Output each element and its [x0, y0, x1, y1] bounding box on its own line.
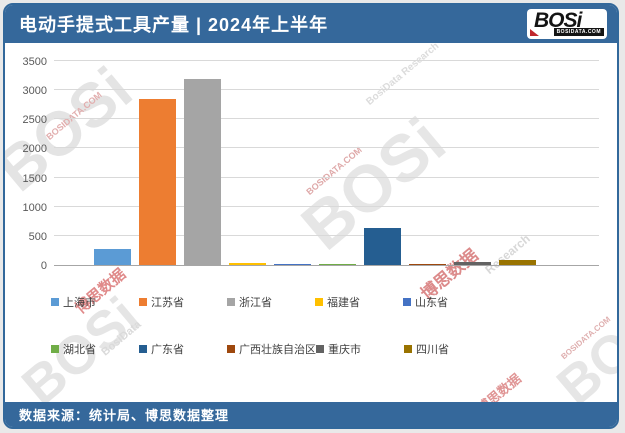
- bar-江苏省: [139, 98, 176, 265]
- y-tick-label: 1000: [22, 201, 47, 214]
- legend-item-湖北省: 湖北省: [51, 341, 139, 357]
- bar-广东省: [364, 227, 401, 265]
- y-tick-label: 0: [40, 260, 47, 272]
- data-source-text: 数据来源：统计局、博思数据整理: [19, 408, 230, 423]
- bosi-logo-domain: BOSIDATA.COM: [553, 28, 604, 36]
- page-title: 电动手提式工具产量 | 2024年上半年: [19, 15, 329, 35]
- gridline: [54, 89, 599, 91]
- y-tick-label: 3000: [22, 85, 47, 98]
- chart-region: 0 500 1000 1500 2000 2500 3000 3500 上海市 江苏省 浙江省 福建…: [5, 43, 617, 402]
- legend-swatch-icon: [139, 298, 147, 306]
- legend-label: 四川省: [416, 344, 449, 356]
- bar-重庆市: [454, 262, 491, 265]
- bar-湖北省: [319, 263, 356, 265]
- gridline: [54, 118, 599, 120]
- legend-swatch-icon: [316, 345, 324, 353]
- legend-swatch-icon: [51, 345, 59, 353]
- bar-广西壮族自治区: [409, 263, 446, 265]
- footer-bar: 数据来源：统计局、博思数据整理: [5, 402, 617, 427]
- legend-swatch-icon: [227, 298, 235, 306]
- gridline: [54, 176, 599, 178]
- legend-swatch-icon: [51, 298, 59, 306]
- legend-label: 江苏省: [151, 297, 184, 309]
- legend: 上海市 江苏省 浙江省 福建省 山东省湖北省 广东省 广西壮族自治区 重庆市 四川省: [51, 294, 607, 388]
- legend-label: 湖北省: [63, 344, 96, 356]
- y-tick-label: 2000: [22, 143, 47, 156]
- legend-item-福建省: 福建省: [315, 294, 403, 310]
- legend-swatch-icon: [315, 298, 323, 306]
- bar-山东省: [274, 263, 311, 265]
- legend-label: 上海市: [63, 297, 96, 309]
- legend-item-四川省: 四川省: [404, 341, 492, 357]
- legend-item-重庆市: 重庆市: [316, 341, 404, 357]
- legend-label: 广西壮族自治区: [239, 344, 316, 356]
- legend-swatch-icon: [227, 345, 235, 353]
- gridline: [54, 147, 599, 149]
- legend-swatch-icon: [404, 345, 412, 353]
- legend-item-广西壮族自治区: 广西壮族自治区: [227, 341, 316, 357]
- legend-label: 山东省: [415, 297, 448, 309]
- bosi-logo: BOSi BOSIDATA.COM: [527, 9, 607, 39]
- y-tick-label: 1500: [22, 172, 47, 185]
- bar-上海市: [94, 249, 131, 265]
- gridline: [54, 60, 599, 61]
- legend-item-江苏省: 江苏省: [139, 294, 227, 310]
- y-axis: 0 500 1000 1500 2000 2500 3000 3500: [5, 56, 49, 272]
- bosi-logo-triangle-icon: [530, 29, 539, 36]
- y-tick-label: 2500: [22, 114, 47, 127]
- legend-label: 浙江省: [239, 297, 272, 309]
- bar-福建省: [229, 262, 266, 265]
- gridline: [54, 205, 599, 207]
- bars-container: [54, 62, 599, 265]
- legend-swatch-icon: [403, 298, 411, 306]
- y-tick-label: 3500: [22, 56, 47, 68]
- legend-swatch-icon: [139, 345, 147, 353]
- legend-row: 湖北省 广东省 广西壮族自治区 重庆市 四川省: [51, 341, 607, 357]
- gridline: [54, 234, 599, 236]
- chart-card: BOSi BOSIDATA.COM BOSi BOSIDATA.COM BosiData…: [3, 3, 619, 429]
- legend-item-广东省: 广东省: [139, 341, 227, 357]
- bar-四川省: [499, 260, 536, 265]
- legend-item-浙江省: 浙江省: [227, 294, 315, 310]
- legend-row: 上海市 江苏省 浙江省 福建省 山东省: [51, 294, 607, 310]
- legend-item-山东省: 山东省: [403, 294, 491, 310]
- legend-item-上海市: 上海市: [51, 294, 139, 310]
- bar-浙江省: [184, 78, 221, 265]
- legend-label: 重庆市: [328, 344, 361, 356]
- header-bar: 电动手提式工具产量 | 2024年上半年 BOSi BOSIDATA.COM: [5, 5, 617, 43]
- plot-area: [54, 60, 599, 266]
- bosi-logo-text: BOSi: [534, 9, 582, 32]
- y-tick-label: 500: [28, 230, 47, 243]
- legend-label: 福建省: [327, 297, 360, 309]
- legend-label: 广东省: [151, 344, 184, 356]
